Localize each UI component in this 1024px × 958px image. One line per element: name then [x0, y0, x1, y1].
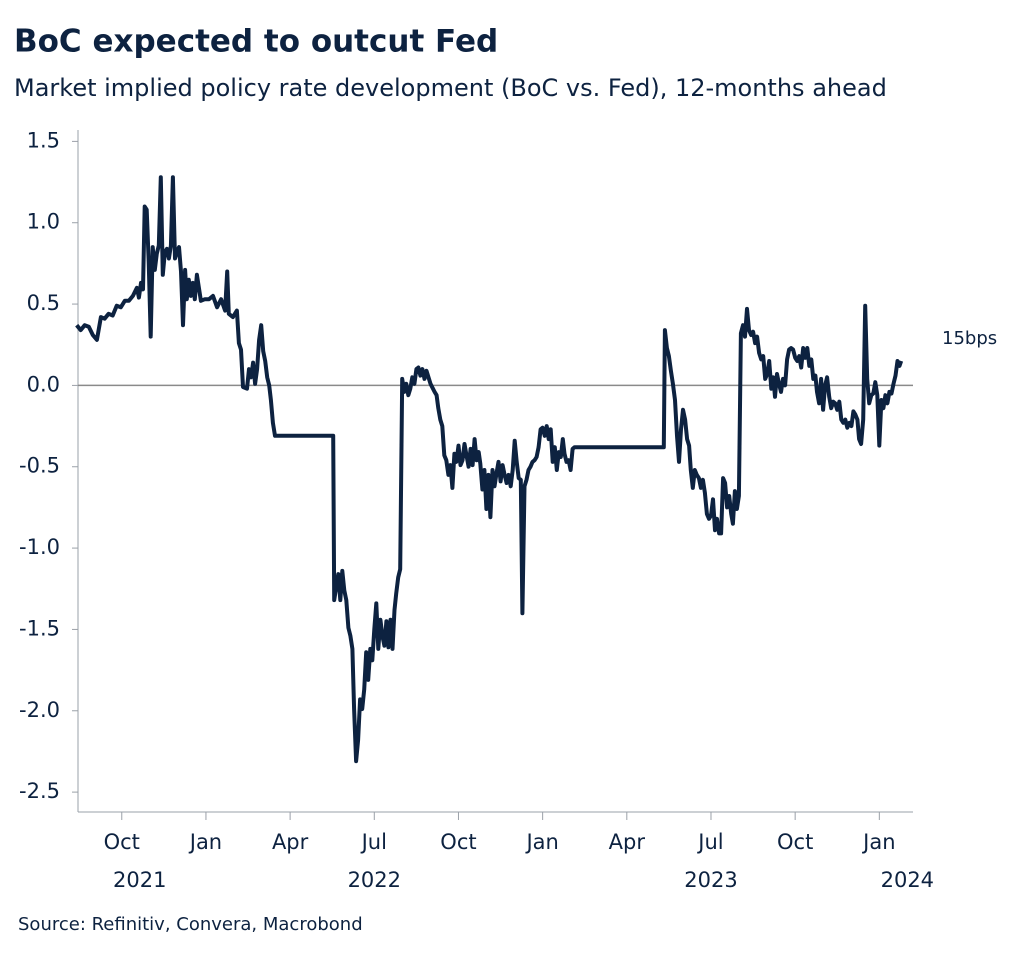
- x-tick-label: Jan: [188, 830, 222, 854]
- y-tick-label: 0.5: [27, 291, 60, 315]
- annotation: 15bps: [942, 328, 997, 349]
- x-year-label: 2022: [348, 868, 401, 892]
- y-tick-label: -2.5: [19, 779, 60, 803]
- y-tick-label: -0.5: [19, 454, 60, 478]
- chart-subtitle: Market implied policy rate development (…: [14, 74, 887, 102]
- y-tick-label: -1.0: [19, 535, 60, 559]
- y-tick-label: 0.0: [27, 372, 60, 396]
- x-tick-label: Oct: [104, 830, 140, 854]
- x-tick-label: Jul: [360, 830, 387, 854]
- line: [75, 175, 904, 764]
- x-tick-label: Oct: [440, 830, 476, 854]
- x-tick-label: Jan: [861, 830, 895, 854]
- x-year-label: 2024: [881, 868, 934, 892]
- x-tick-label: Jul: [696, 830, 723, 854]
- y-tick-label: -2.0: [19, 698, 60, 722]
- source: Source: Refinitiv, Convera, Macrobond: [18, 914, 363, 935]
- y-tick-label: 1.0: [27, 210, 60, 234]
- x-tick-label: Apr: [609, 830, 646, 854]
- x-year-label: 2021: [113, 868, 166, 892]
- x-tick-label: Jan: [524, 830, 558, 854]
- y-tick-label: -1.5: [19, 616, 60, 640]
- x-year-label: 2023: [684, 868, 737, 892]
- x-tick-label: Oct: [777, 830, 813, 854]
- y-tick-label: 1.5: [27, 128, 60, 152]
- x-tick-label: Apr: [272, 830, 309, 854]
- chart-title: BoC expected to outcut Fed: [14, 24, 498, 60]
